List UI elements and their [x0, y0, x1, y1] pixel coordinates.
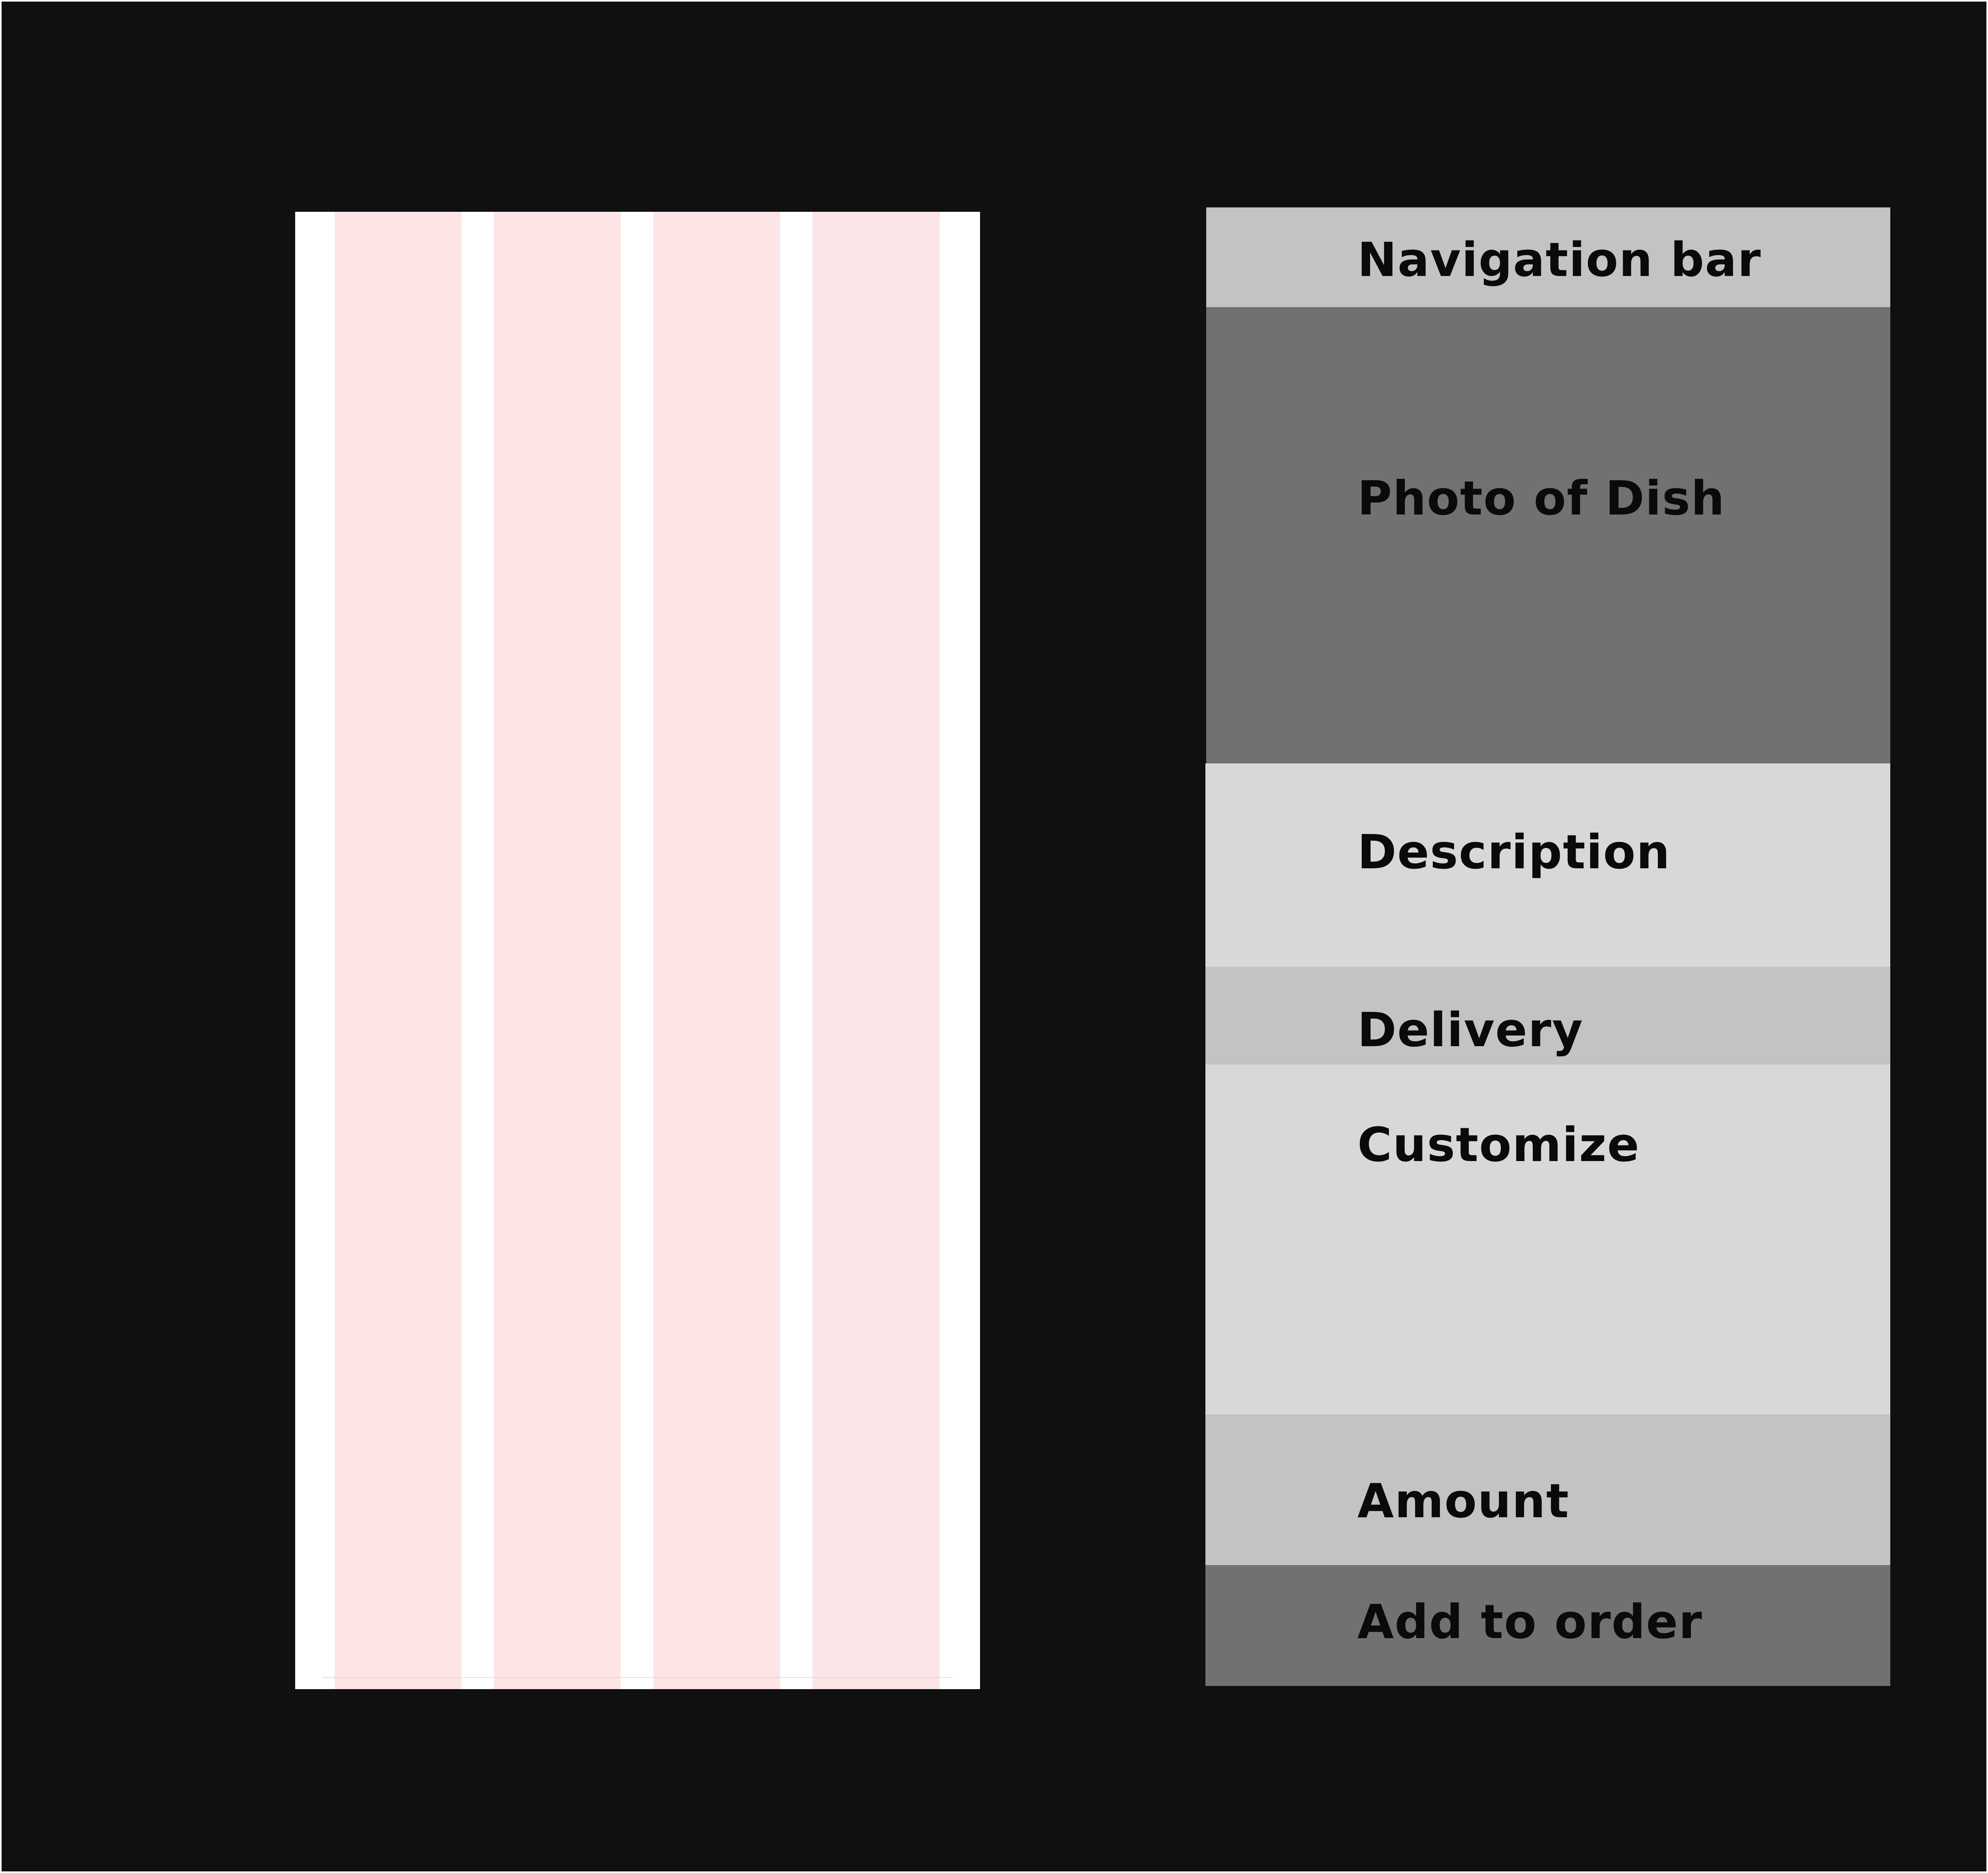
grid-column-3 — [653, 212, 780, 1689]
grid-baseline — [322, 1677, 952, 1678]
photo-of-dish-label: Photo of Dish — [1357, 471, 1726, 526]
customize-block: Customize — [1205, 1065, 1890, 1414]
grid-column-4 — [813, 212, 940, 1689]
customize-label: Customize — [1357, 1117, 1640, 1172]
delivery-block: Delivery — [1205, 967, 1890, 1065]
photo-of-dish-block: Photo of Dish — [1206, 307, 1890, 763]
amount-label: Amount — [1357, 1473, 1570, 1528]
delivery-label: Delivery — [1357, 1002, 1584, 1057]
grid-layout-frame — [295, 212, 980, 1689]
grid-column-2 — [494, 212, 621, 1689]
navigation-bar-label: Navigation bar — [1357, 232, 1762, 287]
add-to-order-label: Add to order — [1357, 1594, 1703, 1649]
description-label: Description — [1357, 824, 1671, 879]
grid-column-1 — [335, 212, 461, 1689]
amount-block: Amount — [1205, 1414, 1890, 1565]
navigation-bar-block: Navigation bar — [1206, 207, 1890, 307]
description-block: Description — [1205, 763, 1890, 967]
add-to-order-block: Add to order — [1205, 1565, 1890, 1686]
